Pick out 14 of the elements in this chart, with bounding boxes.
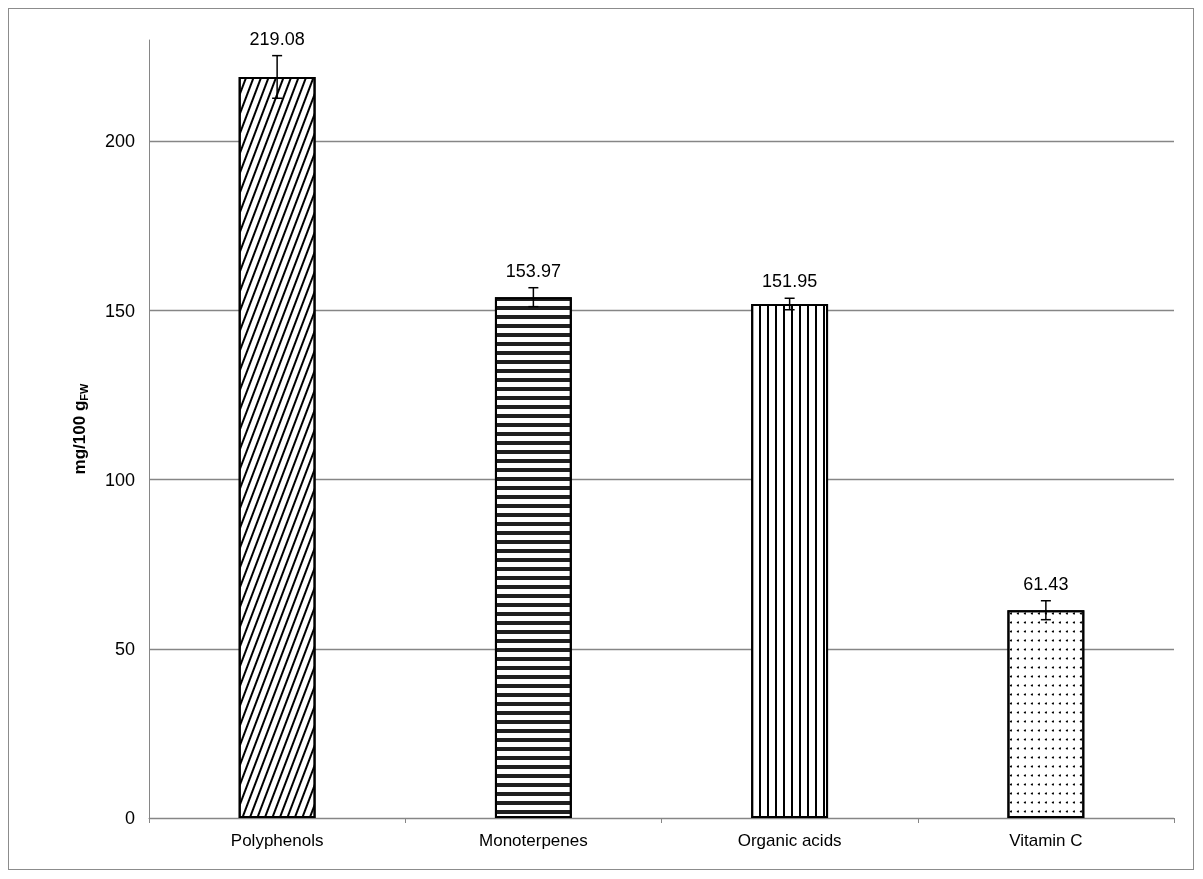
y-tick-label: 0: [124, 808, 135, 828]
x-tick-label: Monoterpenes: [479, 831, 588, 850]
x-tick-label: Polyphenols: [230, 831, 324, 850]
y-tick-label: 50: [114, 638, 135, 659]
y-tick-label: 150: [104, 300, 135, 321]
data-label: 61.43: [1023, 573, 1069, 594]
y-tick-label: 100: [104, 469, 135, 490]
data-label: 219.08: [249, 28, 305, 49]
data-label: 151.95: [762, 271, 818, 292]
x-tick-label: Organic acids: [737, 831, 842, 850]
data-label: 153.97: [505, 260, 561, 281]
y-axis-title: mg/100 gFW: [70, 382, 90, 475]
y-tick-label: 200: [104, 131, 135, 152]
x-tick-label: Vitamin C: [1009, 831, 1083, 850]
